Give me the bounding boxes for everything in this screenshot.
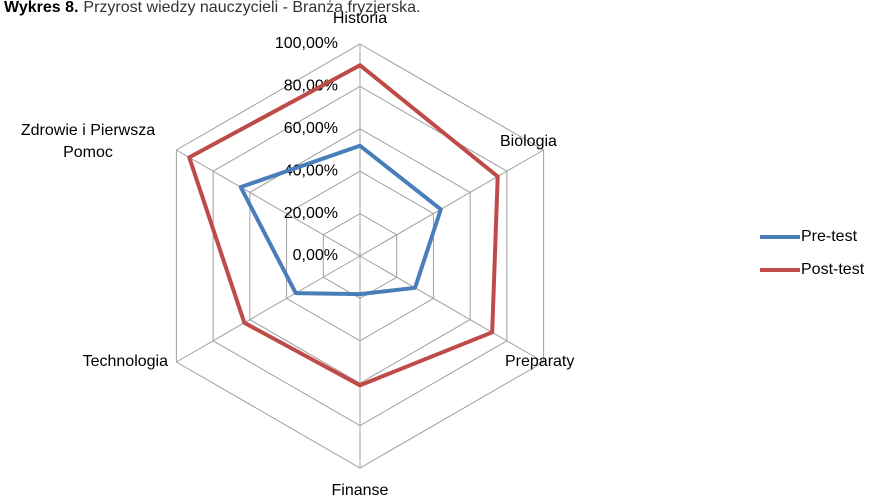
category-label: Historia bbox=[332, 10, 388, 27]
series-line bbox=[187, 63, 500, 388]
spoke bbox=[176, 255, 361, 363]
legend-label: Post-test bbox=[801, 261, 865, 278]
r-tick-label: 80,00% bbox=[284, 78, 338, 95]
chart-title: Wykres 8. Przyrost wiedzy nauczycieli - B… bbox=[4, 0, 420, 16]
category-label: Biologia bbox=[500, 133, 557, 150]
category-label: Finanse bbox=[331, 482, 389, 499]
title-text: Przyrost wiedzy nauczycieli - Branża fry… bbox=[83, 0, 420, 16]
spoke bbox=[359, 255, 544, 363]
category-label: Zdrowie i Pierwsza Pomoc bbox=[20, 122, 156, 161]
r-tick-label: 60,00% bbox=[284, 120, 338, 137]
series-line bbox=[238, 143, 443, 297]
spoke bbox=[176, 149, 361, 257]
r-tick-label: 0,00% bbox=[293, 247, 338, 264]
r-tick-label: 100,00% bbox=[275, 35, 338, 52]
legend-label: Pre-test bbox=[801, 228, 858, 245]
title-prefix: Wykres 8. bbox=[4, 0, 78, 16]
category-label: Technologia bbox=[82, 353, 168, 370]
r-tick-label: 20,00% bbox=[284, 205, 338, 222]
category-label: Preparaty bbox=[505, 353, 575, 370]
spoke bbox=[359, 149, 544, 257]
